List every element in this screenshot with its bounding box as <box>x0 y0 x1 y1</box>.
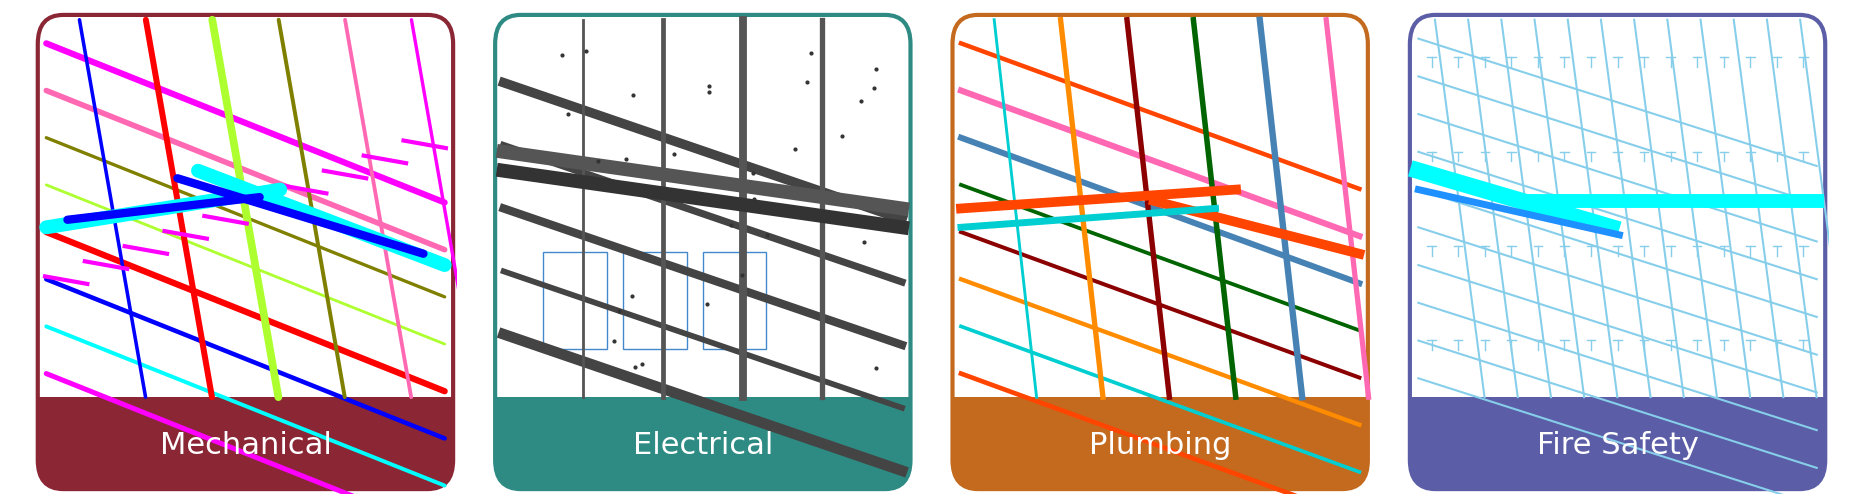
Bar <box>952 397 1367 446</box>
FancyBboxPatch shape <box>496 402 911 489</box>
Text: Fire Safety: Fire Safety <box>1537 431 1699 460</box>
FancyBboxPatch shape <box>37 15 453 489</box>
FancyBboxPatch shape <box>952 402 1367 489</box>
Bar <box>1410 397 1826 446</box>
Bar <box>622 252 687 349</box>
FancyBboxPatch shape <box>1410 15 1826 489</box>
Bar <box>544 252 607 349</box>
Bar <box>702 252 766 349</box>
FancyBboxPatch shape <box>952 15 1367 489</box>
Bar <box>496 397 911 446</box>
Bar <box>37 397 453 446</box>
Text: Mechanical: Mechanical <box>160 431 332 460</box>
Text: Plumbing: Plumbing <box>1090 431 1231 460</box>
FancyBboxPatch shape <box>1410 402 1826 489</box>
FancyBboxPatch shape <box>37 402 453 489</box>
FancyBboxPatch shape <box>496 15 911 489</box>
Text: Electrical: Electrical <box>633 431 773 460</box>
